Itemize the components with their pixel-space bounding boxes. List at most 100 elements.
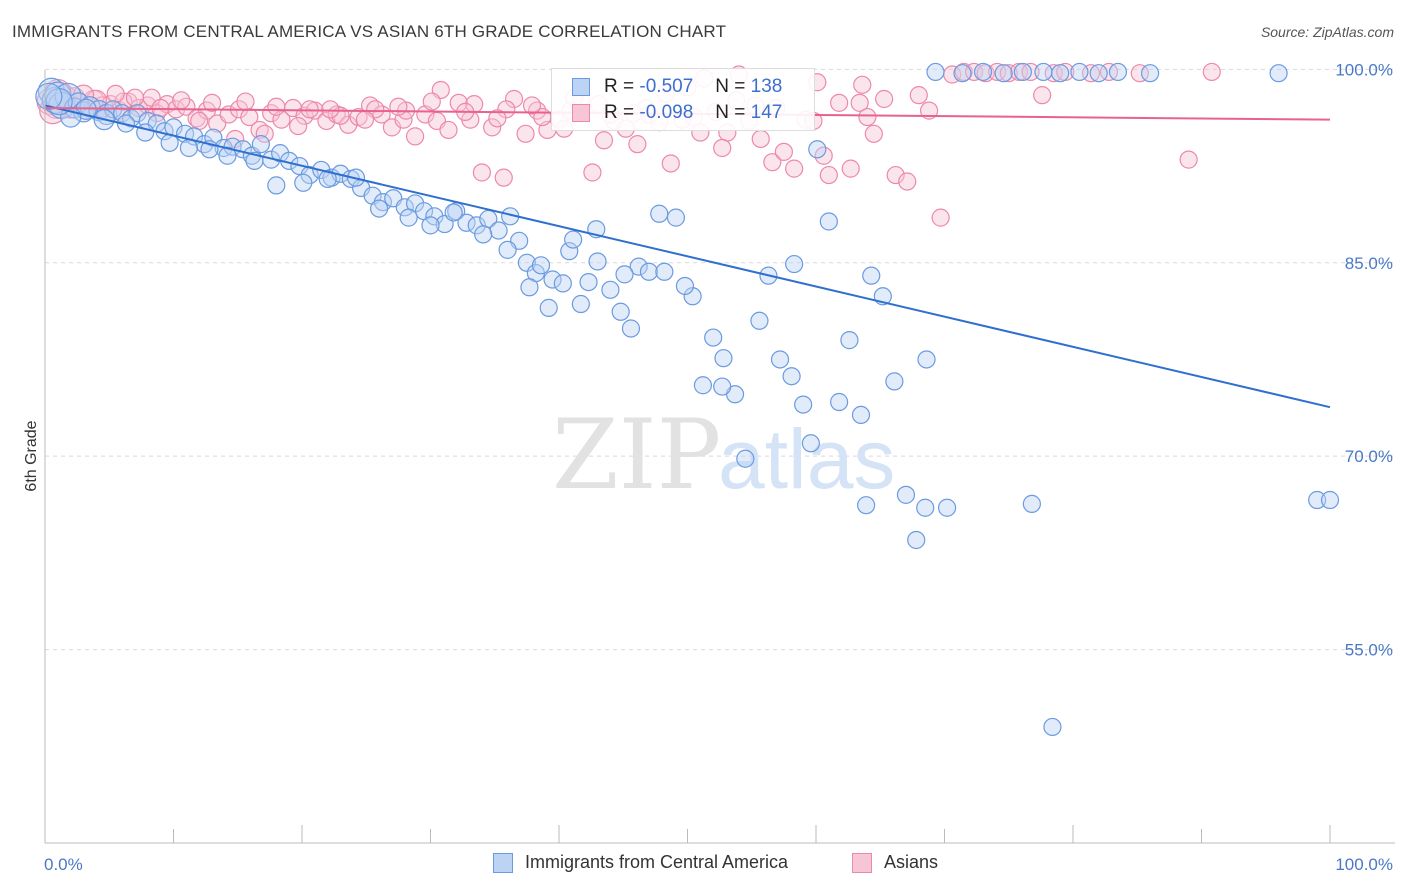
point-asians <box>931 208 950 227</box>
point-central-america <box>736 449 755 468</box>
point-asians <box>830 93 849 112</box>
point-central-america <box>639 262 659 281</box>
point-central-america <box>421 216 440 235</box>
point-asians <box>236 92 255 111</box>
point-central-america <box>571 294 590 314</box>
point-central-america <box>840 331 859 350</box>
point-central-america <box>896 485 916 504</box>
x-tick-labels: 0.0% 100.0% <box>44 855 1393 874</box>
watermark-atlas: atlas <box>718 412 895 506</box>
point-asians <box>522 96 542 115</box>
point-central-america <box>54 82 82 111</box>
y-tick-label: 55.0% <box>1345 641 1393 660</box>
point-asians <box>751 129 770 149</box>
point-central-america <box>1051 64 1070 83</box>
point-central-america <box>851 405 871 425</box>
x-tick-label: 0.0% <box>44 855 83 874</box>
point-central-america <box>994 64 1013 83</box>
legend-n-label: N = <box>715 76 746 97</box>
point-asians <box>255 124 274 143</box>
point-central-america <box>862 266 881 285</box>
point-central-america <box>916 498 935 517</box>
legend-r-label: R = <box>604 76 635 97</box>
point-central-america <box>457 213 476 232</box>
legend-swatch-blue <box>572 78 590 96</box>
point-asians <box>774 142 793 161</box>
point-central-america <box>808 140 827 159</box>
legend-n-value: 138 <box>750 76 783 97</box>
point-central-america <box>1022 494 1041 513</box>
legend-label-asians: Asians <box>884 852 939 872</box>
point-asians <box>841 159 860 178</box>
point-central-america <box>218 146 237 165</box>
point-asians <box>1130 64 1149 83</box>
chart-title: IMMIGRANTS FROM CENTRAL AMERICA VS ASIAN… <box>12 22 727 41</box>
point-central-america <box>520 278 539 297</box>
point-asians <box>1021 62 1040 82</box>
point-central-america <box>539 298 558 317</box>
y-tick-label: 100.0% <box>1335 60 1393 79</box>
point-asians <box>439 120 458 140</box>
y-tick-labels: 100.0% 85.0% 70.0% 55.0% <box>1335 60 1393 659</box>
y-tick-label: 85.0% <box>1345 254 1393 273</box>
point-asians <box>494 168 513 187</box>
legend-r-value: -0.098 <box>639 102 694 123</box>
point-central-america <box>444 203 463 222</box>
legend-swatch-asians <box>852 852 872 873</box>
point-asians <box>483 118 502 137</box>
point-asians <box>594 131 614 150</box>
point-central-america <box>498 240 517 259</box>
point-asians <box>190 111 209 131</box>
point-central-america <box>579 272 598 292</box>
point-central-america <box>467 216 486 235</box>
point-central-america <box>395 198 414 217</box>
watermark-zip: ZIP <box>552 399 721 511</box>
point-asians <box>853 75 872 94</box>
point-asians <box>819 165 838 185</box>
point-asians <box>858 107 877 127</box>
correlation-legend: R = -0.507 N = 138 R = -0.098 N = 147 <box>551 68 815 131</box>
point-central-america <box>650 204 669 223</box>
legend-n-value: 147 <box>750 102 783 123</box>
point-central-america <box>1320 490 1340 510</box>
point-asians <box>1081 64 1101 83</box>
point-central-america <box>517 253 536 272</box>
point-central-america <box>611 302 630 321</box>
series-legend: Immigrants from Central America Asians <box>0 852 1406 876</box>
legend-row-blue: R = -0.507 N = 138 <box>572 75 782 99</box>
point-central-america <box>474 225 493 244</box>
point-central-america <box>675 276 695 296</box>
point-asians <box>1179 150 1198 169</box>
point-central-america <box>973 62 993 82</box>
x-tick-label: 100.0% <box>1335 855 1393 874</box>
legend-item-asians[interactable]: Asians <box>852 852 938 873</box>
point-central-america <box>785 254 804 274</box>
trend-lines <box>44 104 1331 409</box>
point-central-america <box>629 257 648 276</box>
point-asians <box>628 135 647 154</box>
point-asians <box>202 93 222 112</box>
point-central-america <box>885 372 904 391</box>
point-asians <box>814 146 833 165</box>
point-central-america <box>267 176 286 195</box>
point-central-america <box>1140 64 1160 83</box>
legend-swatch-central-america <box>493 852 513 873</box>
point-central-america <box>917 350 936 369</box>
point-central-america <box>655 262 674 281</box>
point-central-america <box>489 221 508 240</box>
point-central-america <box>1070 62 1089 82</box>
point-central-america <box>179 138 199 158</box>
point-asians <box>988 62 1007 82</box>
point-central-america <box>251 135 270 154</box>
legend-item-central-america[interactable]: Immigrants from Central America <box>493 852 788 873</box>
point-asians <box>317 111 336 131</box>
point-asians <box>864 124 883 143</box>
point-central-america <box>601 280 620 299</box>
point-asians <box>886 165 905 185</box>
point-asians <box>1033 86 1052 105</box>
point-asians <box>172 91 191 110</box>
point-asians <box>661 154 680 173</box>
point-central-america <box>615 265 634 284</box>
point-central-america <box>1269 64 1288 83</box>
